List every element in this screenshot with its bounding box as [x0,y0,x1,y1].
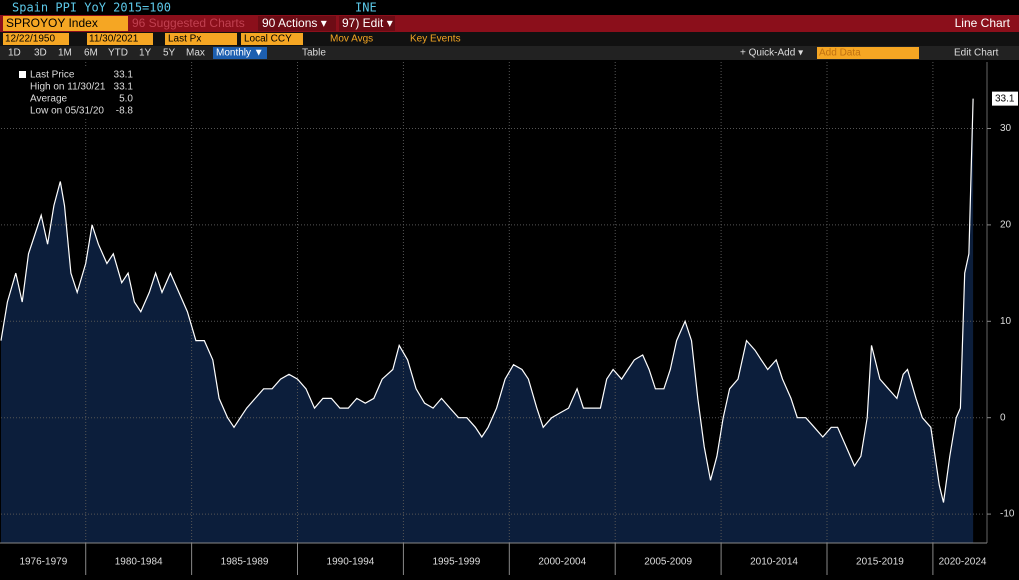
y-tick-label: 20 [1000,220,1012,231]
ticker-box[interactable] [3,16,128,31]
actions[interactable]: 90 Actions ▾ [262,16,327,30]
range-button[interactable]: 3D [34,48,47,59]
suggested[interactable]: 96 Suggested Charts [132,16,245,30]
range-button[interactable]: 1D [8,48,21,59]
ticker: SPROYOY Index [6,16,98,30]
legend-label: Last Price [30,70,75,81]
range-button[interactable]: 1M [58,48,72,59]
legend-value: 33.1 [114,82,134,93]
end-box[interactable] [87,33,153,45]
range-button[interactable]: YTD [108,48,128,59]
table-btn[interactable]: Table [302,48,326,59]
add-data-box[interactable] [817,47,919,59]
y-tick-label: 30 [1000,123,1012,134]
start-box[interactable] [3,33,69,45]
area [1,98,974,543]
x-tick-label: 2015-2019 [856,557,904,568]
x-tick-label: 2010-2014 [750,557,798,568]
x-tick-label: 1976-1979 [19,557,67,568]
ccy-box[interactable] [241,33,303,45]
field[interactable]: Last Px [168,34,201,45]
range-button[interactable]: 6M [84,48,98,59]
last-price-box [992,91,1018,106]
add-data[interactable]: Add Data [819,48,861,59]
range-button[interactable]: 1Y [139,48,152,59]
x-tick-label: 1985-1989 [221,557,269,568]
period-box[interactable] [213,47,267,59]
x-tick-label: 1995-1999 [432,557,480,568]
range-button[interactable]: Max [186,48,205,59]
legend-swatch [19,71,26,78]
y-tick-label: 10 [1000,316,1012,327]
legend-value: 5.0 [119,94,133,105]
mov-avgs[interactable]: Mov Avgs [330,34,373,45]
key-events[interactable]: Key Events [410,34,461,45]
source: INE [355,1,377,15]
line [0,98,974,503]
range-buttons: 1D 3D 1M 6M YTD 1Y 5Y Max [8,48,205,59]
x-tick-label: 1980-1984 [115,557,163,568]
edit-btn[interactable] [339,16,395,31]
y-tick-label: -10 [1000,509,1015,520]
quick-add[interactable]: + Quick-Add ▾ [740,48,803,59]
legend-label: Average [30,94,68,105]
currency[interactable]: Local CCY [244,34,292,45]
legend-value: -8.8 [116,106,134,117]
x-tick-label: 2000-2004 [538,557,586,568]
period[interactable]: Monthly ▼ [216,48,264,59]
chart-kind: Line Chart [955,16,1011,30]
edit-chart[interactable]: Edit Chart [954,48,999,59]
legend-label: Low on 05/31/20 [30,106,104,117]
x-tick-label: 2005-2009 [644,557,692,568]
x-tick-label: 2020-2024 [939,557,987,568]
security-title: Spain PPI YoY 2015=100 [12,1,171,15]
menu-bar [0,15,1019,32]
plot: TrackAnnotateNewsZoom33.13020100-101976-… [0,60,1019,575]
legend-value: 33.1 [114,70,134,81]
edit[interactable]: 97) Edit ▾ [342,16,393,30]
y-tick-label: 0 [1000,412,1006,423]
legend-bg [8,68,136,118]
actions-btn[interactable] [258,16,336,31]
title-bar [0,0,1019,15]
start-date[interactable]: 12/22/1950 [5,34,55,45]
last-price-label: 33.1 [995,93,1015,104]
range-button[interactable]: 5Y [163,48,176,59]
x-tick-label: 1990-1994 [327,557,375,568]
field-box[interactable] [165,33,237,45]
legend-label: High on 11/30/21 [30,82,106,93]
end-date[interactable]: 11/30/2021 [89,34,139,45]
